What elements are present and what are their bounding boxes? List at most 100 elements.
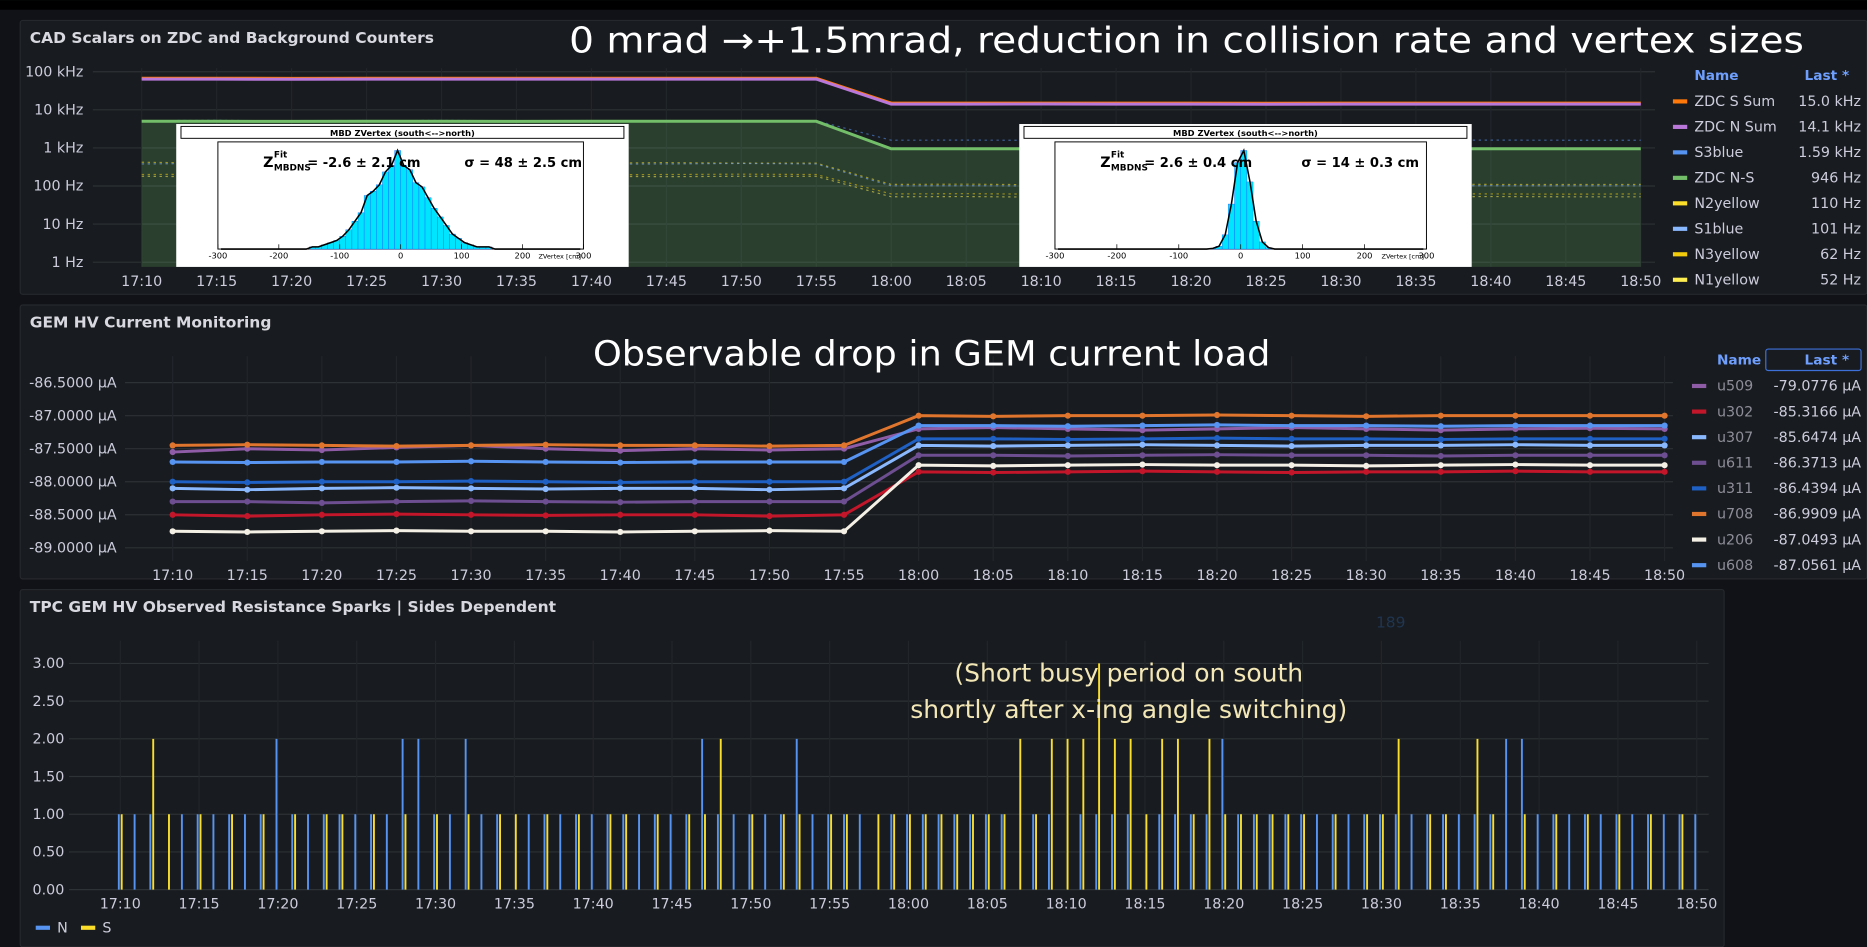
point — [169, 458, 176, 466]
annotation-busy: (Short busy period on south — [954, 658, 1303, 687]
point — [467, 442, 475, 449]
x-tick-label: 100 — [454, 251, 470, 261]
x-tick-label: 17:55 — [823, 568, 864, 584]
point — [990, 442, 997, 450]
panel-title: GEM HV Current Monitoring — [30, 314, 272, 332]
point — [1586, 452, 1594, 459]
x-tick-label: 18:50 — [1676, 897, 1717, 913]
legend-last: 101 Hz — [1811, 222, 1861, 238]
x-tick-label: 18:10 — [1047, 568, 1088, 584]
x-tick-label: 18:25 — [1282, 897, 1323, 913]
x-tick-label: 300 — [575, 251, 591, 261]
point — [1437, 442, 1444, 449]
point — [1139, 468, 1146, 475]
point — [393, 458, 400, 466]
x-tick-label: 17:40 — [600, 568, 641, 584]
point — [1213, 411, 1221, 419]
x-tick-label: 17:25 — [336, 897, 377, 913]
point — [1661, 412, 1668, 419]
hist-bar — [424, 197, 432, 250]
hist-bar — [382, 171, 389, 250]
legend-name: u611 — [1717, 456, 1753, 472]
point — [990, 422, 997, 429]
point — [542, 512, 549, 519]
fit-symbol: Z — [1100, 155, 1110, 171]
point — [393, 484, 400, 491]
x-tick-label: 17:35 — [525, 568, 566, 584]
x-tick-label: 18:20 — [1170, 274, 1211, 290]
legend-last: -79.0776 µA — [1774, 379, 1862, 395]
legend-last: 62 Hz — [1820, 247, 1861, 263]
x-tick-label: 18:30 — [1320, 274, 1361, 290]
x-tick-label: 17:45 — [646, 274, 687, 290]
point — [1064, 452, 1071, 460]
x-tick-label: 17:50 — [730, 897, 771, 913]
x-tick-label: 18:05 — [967, 897, 1008, 913]
legend-last: 110 Hz — [1811, 196, 1861, 212]
panel-title: CAD Scalars on ZDC and Background Counte… — [30, 29, 434, 47]
annotation-busy: shortly after x-ing angle switching) — [910, 695, 1347, 724]
legend-last: 14.1 kHz — [1798, 120, 1861, 136]
x-tick-label: 18:50 — [1620, 274, 1661, 290]
panel-title: TPC GEM HV Observed Resistance Sparks | … — [30, 598, 557, 617]
legend-last: -86.9909 µA — [1774, 507, 1862, 523]
point — [1363, 422, 1370, 429]
point — [1437, 412, 1444, 419]
legend-name: u509 — [1717, 379, 1753, 395]
x-tick-label: 18:20 — [1196, 568, 1237, 584]
x-tick-label: 17:10 — [152, 568, 193, 584]
x-tick-label: 17:20 — [271, 274, 312, 290]
x-tick-label: 18:00 — [898, 568, 939, 584]
fit-text: = 2.6 ± 0.4 cm — [1144, 156, 1252, 171]
fit-curve — [220, 148, 581, 250]
x-tick-label: 18:25 — [1245, 274, 1286, 290]
point — [169, 498, 176, 505]
x-tick-label: 100 — [1295, 251, 1311, 261]
x-tick-label: 18:40 — [1519, 897, 1560, 913]
point — [1064, 442, 1071, 449]
point — [840, 528, 848, 535]
y-tick-label: 100 Hz — [33, 179, 83, 195]
x-tick-label: -100 — [330, 251, 349, 261]
point — [691, 528, 698, 535]
point — [915, 462, 922, 469]
panels: CAD Scalars on ZDC and Background Counte… — [19, 19, 1867, 947]
point — [1661, 422, 1668, 429]
hist-bar — [406, 169, 414, 250]
legend-last: -87.0493 µA — [1774, 532, 1862, 548]
point — [617, 447, 624, 454]
hist-bar — [430, 208, 438, 250]
y-tick-label: 1 Hz — [52, 255, 84, 271]
point — [1139, 427, 1146, 434]
point — [1288, 462, 1295, 469]
y-tick-label: 0.00 — [33, 882, 65, 898]
x-axis-label: ZVertex [cm] — [538, 253, 581, 261]
fit-sigma: σ = 48 ± 2.5 cm — [464, 156, 582, 171]
y-tick-label: -87.0000 µA — [29, 408, 117, 424]
point — [617, 499, 624, 506]
hist-bar — [357, 212, 365, 250]
point — [542, 528, 549, 535]
hist-bar — [1228, 203, 1235, 250]
point — [1064, 423, 1071, 430]
point — [1213, 435, 1221, 442]
x-tick-label: 18:30 — [1361, 897, 1402, 913]
x-tick-label: 18:05 — [946, 274, 987, 290]
point — [915, 452, 922, 459]
point — [244, 479, 251, 486]
point — [1512, 422, 1519, 429]
point — [542, 441, 549, 448]
point — [244, 528, 251, 536]
point — [1586, 435, 1594, 442]
fit-symbol: Z — [263, 155, 273, 171]
legend-name: ZDC N Sum — [1694, 120, 1776, 136]
point — [1288, 422, 1295, 429]
point — [393, 527, 400, 534]
x-tick-label: 17:35 — [496, 274, 537, 290]
y-tick-label: -88.0000 µA — [29, 475, 117, 491]
x-tick-label: 17:40 — [573, 897, 614, 913]
point — [1213, 451, 1221, 458]
point — [1363, 413, 1370, 420]
